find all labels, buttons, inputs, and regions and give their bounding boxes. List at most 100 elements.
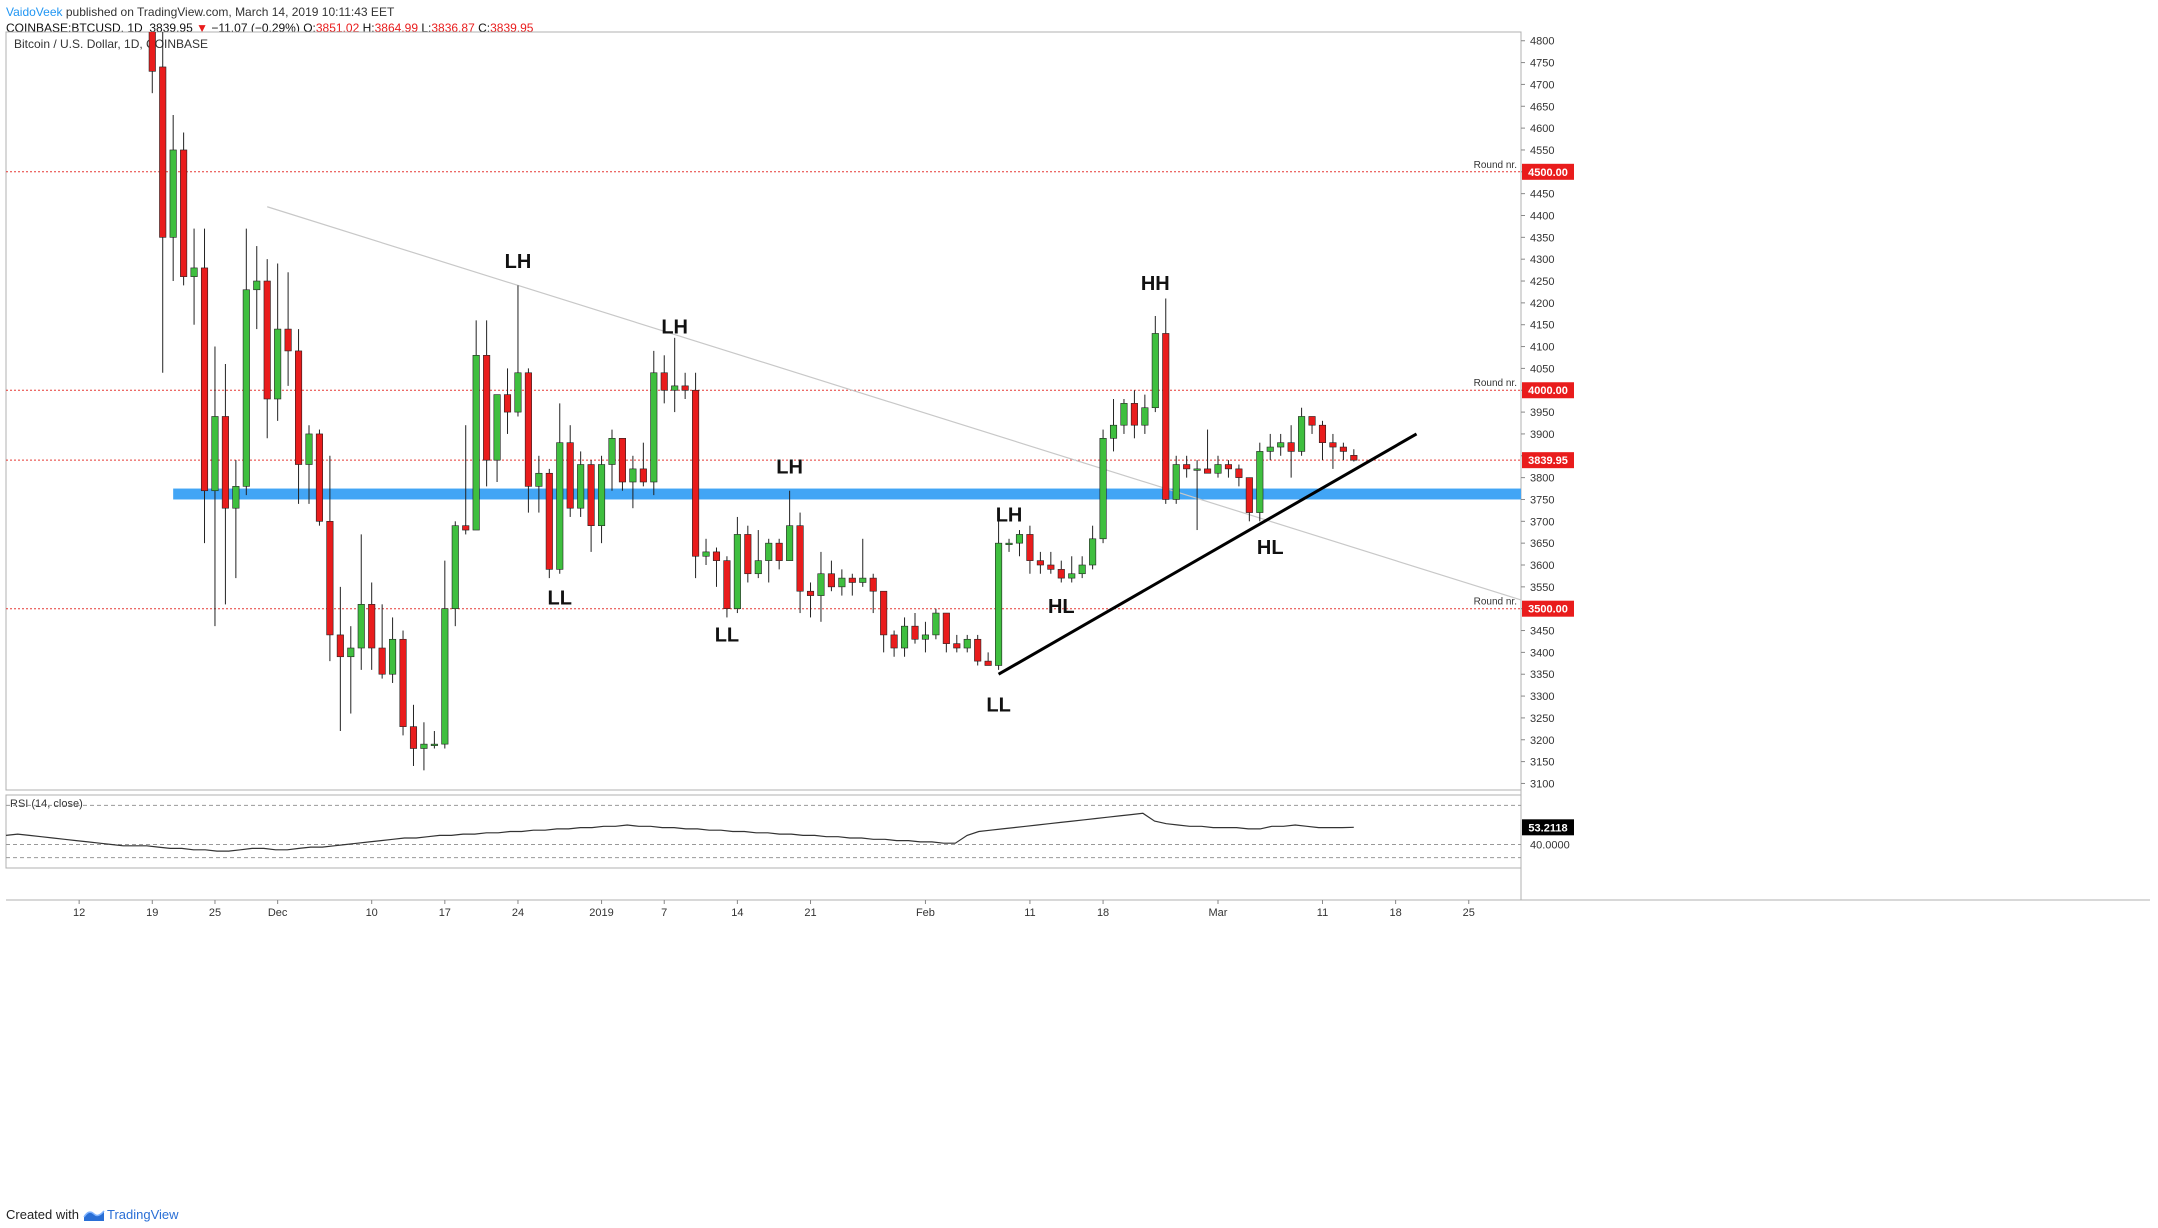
candle-down (869, 573, 877, 614)
candle-down (775, 538, 783, 570)
candle-down (326, 455, 334, 662)
candle-up (514, 285, 522, 417)
candle-up (1172, 455, 1180, 504)
candle-up (608, 429, 616, 491)
candle-body (901, 625, 909, 649)
candle-body (1266, 446, 1274, 452)
candle-down (1350, 449, 1358, 462)
candle-body (295, 350, 303, 465)
ascending-trendline (997, 432, 1418, 676)
candle-body (357, 604, 365, 649)
price-label: 4500.00 (1528, 167, 1568, 179)
y-tick-label: 4150 (1530, 320, 1554, 332)
candle-body (462, 525, 470, 531)
price-pane-frame (5, 31, 1522, 791)
y-tick-label: 3800 (1530, 473, 1554, 485)
price-label: 4000.00 (1528, 385, 1568, 397)
candle-body (1109, 424, 1118, 439)
candle-body (995, 542, 1003, 666)
candle-body (1141, 407, 1149, 426)
y-tick-label: 3200 (1530, 735, 1554, 747)
candle-up (995, 508, 1003, 670)
candle-up (1193, 460, 1201, 531)
candle-body (859, 577, 867, 583)
y-tick-label: 4450 (1530, 189, 1554, 201)
x-tick-label: 7 (661, 907, 667, 919)
candle-body (451, 525, 459, 609)
candle-up (472, 320, 480, 531)
candle-body (942, 612, 950, 644)
candle-body (566, 442, 574, 509)
candle-down (148, 32, 156, 94)
candle-up (190, 228, 198, 325)
publish-line: VaidoVeek published on TradingView.com, … (6, 4, 533, 20)
candle-body (1099, 438, 1107, 540)
candle-body (598, 464, 606, 526)
candle-down (200, 228, 209, 544)
y-tick-label: 4650 (1530, 101, 1554, 113)
candle-body (765, 542, 773, 561)
rsi-value-label: 53.2118 (1528, 822, 1567, 834)
candle-body (1318, 424, 1327, 443)
author-link[interactable]: VaidoVeek (6, 5, 63, 19)
candle-up (441, 560, 449, 749)
x-tick-label: 2019 (589, 907, 613, 919)
candle-body (921, 634, 929, 640)
candle-down (524, 368, 532, 513)
price-label-box (1522, 452, 1574, 469)
candle-body (1298, 416, 1306, 452)
candle-body (1224, 464, 1232, 470)
candle-down (618, 438, 626, 491)
candle-body (984, 660, 992, 666)
candle-down (1224, 460, 1232, 478)
candle-up (211, 346, 219, 627)
candle-up (556, 403, 564, 574)
candle-down (880, 590, 888, 653)
x-tick-label: 19 (146, 907, 158, 919)
candle-down (639, 442, 647, 487)
candle-down (180, 132, 188, 286)
candle-body (483, 354, 491, 461)
candle-body (869, 577, 877, 592)
y-tick-label: 4400 (1530, 210, 1554, 222)
candle-body (378, 647, 386, 675)
x-tick-label: 12 (73, 907, 85, 919)
candle-down (942, 612, 950, 653)
candle-body (671, 385, 679, 391)
candle-body (336, 634, 344, 658)
y-tick-label: 4100 (1530, 342, 1554, 354)
y-tick-label: 4800 (1530, 36, 1554, 48)
candle-up (817, 551, 825, 622)
candle-body (242, 289, 250, 487)
swing-label-lh: LH (996, 504, 1023, 526)
candle-up (430, 731, 438, 749)
swing-label-ll: LL (715, 624, 739, 646)
candle-body (1151, 333, 1159, 409)
candles (148, 32, 1358, 771)
candle-body (932, 612, 940, 636)
candle-body (608, 438, 616, 465)
swing-label-hh: HH (1141, 273, 1170, 295)
support-zone (173, 488, 1522, 500)
candle-body (1245, 477, 1253, 513)
candle-down (295, 329, 303, 504)
candle-body (1339, 446, 1347, 452)
candle-down (848, 573, 856, 596)
x-tick-label: Dec (268, 907, 288, 919)
candle-body (577, 464, 585, 509)
candle-body (514, 372, 522, 413)
candle-up (274, 263, 282, 421)
candle-up (859, 538, 867, 587)
candle-down (1287, 425, 1295, 478)
tradingview-brand[interactable]: TradingView (106, 1207, 179, 1222)
candle-down (1026, 525, 1034, 574)
candle-body (420, 743, 428, 749)
candle-body (305, 433, 313, 465)
y-tick-label: 4350 (1530, 232, 1554, 244)
y-tick-label: 3300 (1530, 691, 1554, 703)
candle-up (1015, 530, 1024, 557)
x-tick-label: Mar (1209, 907, 1228, 919)
candle-up (1141, 394, 1149, 434)
candle-down (796, 512, 804, 614)
